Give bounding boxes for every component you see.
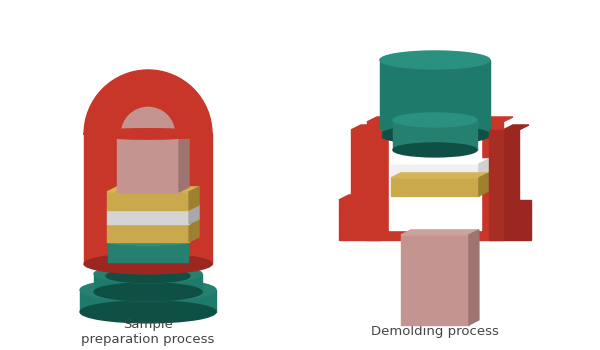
Bar (489, 130, 503, 240)
Polygon shape (391, 173, 489, 178)
Polygon shape (107, 205, 199, 210)
Ellipse shape (94, 265, 202, 283)
Ellipse shape (380, 51, 490, 69)
Bar (84, 134, 212, 264)
Polygon shape (469, 230, 479, 325)
Bar (80, 290, 216, 312)
Polygon shape (107, 219, 199, 224)
Polygon shape (189, 187, 199, 210)
Ellipse shape (391, 112, 479, 132)
Polygon shape (189, 205, 199, 224)
Ellipse shape (94, 283, 202, 301)
Bar (339, 200, 351, 240)
Ellipse shape (84, 129, 212, 139)
Bar (107, 210, 189, 224)
Polygon shape (339, 195, 361, 200)
Polygon shape (189, 219, 199, 242)
Bar (519, 200, 531, 240)
Polygon shape (479, 159, 489, 178)
Polygon shape (117, 87, 189, 92)
Ellipse shape (106, 255, 190, 269)
Ellipse shape (106, 269, 190, 283)
Polygon shape (479, 173, 489, 196)
Ellipse shape (393, 113, 477, 127)
Ellipse shape (380, 126, 490, 144)
Bar (389, 120, 481, 132)
Polygon shape (503, 125, 529, 130)
Bar (503, 130, 519, 240)
Bar (391, 178, 479, 196)
Bar (380, 60, 490, 135)
Polygon shape (391, 159, 489, 164)
Polygon shape (351, 125, 377, 130)
Bar (367, 130, 381, 240)
Bar (351, 130, 367, 240)
Ellipse shape (393, 143, 477, 157)
Bar (391, 164, 479, 178)
Bar (117, 92, 179, 192)
Ellipse shape (108, 238, 188, 245)
Polygon shape (367, 117, 513, 122)
Ellipse shape (80, 301, 216, 323)
Bar (367, 130, 503, 240)
Bar (393, 120, 477, 150)
Bar (94, 274, 202, 292)
Polygon shape (107, 187, 199, 192)
Bar (401, 235, 469, 325)
Text: Demolding process: Demolding process (371, 326, 499, 338)
Ellipse shape (84, 124, 212, 144)
Text: Sample
preparation process: Sample preparation process (82, 318, 215, 346)
Bar (389, 130, 481, 230)
Polygon shape (179, 87, 189, 192)
Ellipse shape (80, 279, 216, 301)
Bar (367, 122, 503, 130)
Bar (108, 242, 188, 262)
Bar (107, 224, 189, 242)
Ellipse shape (84, 254, 212, 274)
Wedge shape (84, 70, 212, 134)
Polygon shape (401, 230, 479, 235)
Ellipse shape (84, 129, 212, 139)
Bar (106, 262, 190, 276)
Bar (117, 129, 179, 137)
Bar (107, 192, 189, 210)
Ellipse shape (389, 118, 481, 142)
